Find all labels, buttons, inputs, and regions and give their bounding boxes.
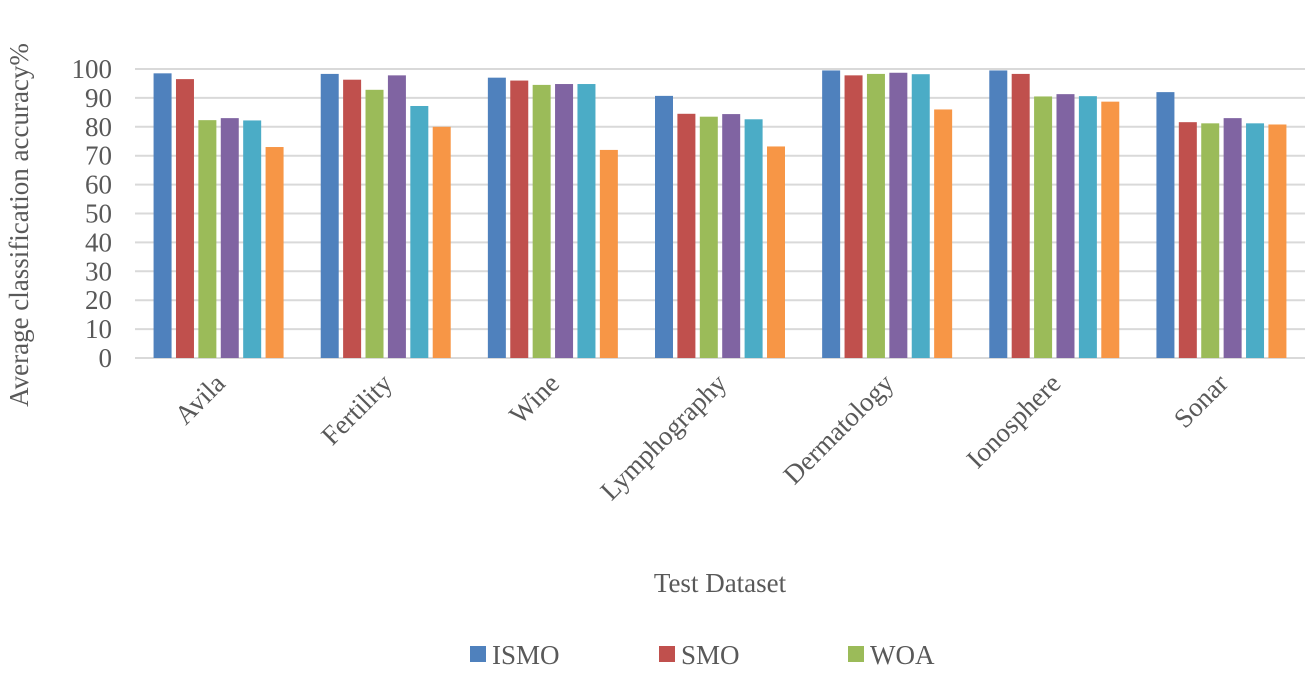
bar-ionosphere-series-4	[1056, 94, 1075, 358]
bar-sonar-woa	[1201, 123, 1220, 358]
bar-lymphography-series-5	[744, 119, 763, 358]
bar-fertility-smo	[343, 79, 362, 359]
x-tick-labels: Avila Fertility Wine Lymphography Dermatolog…	[169, 368, 1234, 506]
y-axis-label: Average classification accuracy%	[4, 43, 34, 407]
bar-sonar-series-5	[1246, 123, 1265, 358]
legend-swatch	[848, 646, 864, 662]
bar-dermatology-smo	[844, 75, 863, 358]
legend-swatch	[470, 646, 486, 662]
y-tick-label: 90	[85, 83, 112, 113]
bar-avila-ismo	[153, 73, 172, 359]
bar-sonar-ismo	[1156, 92, 1175, 359]
bar-dermatology-series-4	[889, 72, 908, 358]
bar-avila-series-4	[220, 118, 239, 358]
bar-dermatology-ismo	[822, 70, 841, 358]
legend-label: WOA	[870, 640, 935, 670]
x-axis-label: Test Dataset	[654, 568, 787, 598]
y-tick-label: 30	[85, 256, 112, 286]
bar-fertility-series-4	[387, 75, 406, 358]
bar-sonar-smo	[1178, 122, 1197, 359]
bar-ionosphere-ismo	[989, 70, 1008, 358]
bar-lymphography-woa	[699, 116, 718, 358]
legend-label: ISMO	[492, 640, 560, 670]
y-tick-label: 40	[85, 227, 112, 257]
bar-sonar-series-4	[1223, 118, 1242, 358]
bar-ionosphere-series-6	[1101, 101, 1120, 359]
bar-avila-woa	[198, 120, 217, 358]
bar-lymphography-smo	[677, 113, 696, 358]
bar-dermatology-series-5	[911, 74, 930, 359]
x-tick-label: Wine	[503, 368, 565, 430]
bar-fertility-ismo	[320, 73, 339, 359]
bar-wine-series-5	[577, 84, 596, 358]
bar-fertility-series-6	[432, 126, 451, 358]
y-tick-label: 100	[72, 54, 113, 84]
legend-label: SMO	[681, 640, 740, 670]
bar-wine-series-6	[599, 149, 618, 358]
x-tick-label: Dermatology	[777, 368, 899, 490]
x-tick-label: Sonar	[1168, 368, 1234, 434]
y-tick-label: 60	[85, 170, 112, 200]
bar-avila-smo	[175, 79, 194, 359]
bar-lymphography-ismo	[655, 95, 673, 358]
x-tick-label: Ionosphere	[960, 368, 1066, 474]
bar-ionosphere-smo	[1011, 73, 1030, 359]
bar-fertility-series-5	[410, 105, 429, 358]
bar-avila-series-5	[243, 120, 262, 358]
bar-ionosphere-series-5	[1078, 96, 1097, 358]
gridlines	[135, 68, 1305, 359]
y-tick-label: 20	[85, 285, 112, 315]
bars	[153, 70, 1287, 359]
bar-wine-woa	[532, 84, 551, 359]
legend-swatch	[659, 646, 675, 662]
x-tick-label: Avila	[169, 368, 231, 430]
legend: ISMO SMO WOA	[470, 640, 935, 670]
y-tick-label: 0	[99, 343, 113, 373]
y-tick-label: 70	[85, 141, 112, 171]
y-tick-label: 10	[85, 314, 112, 344]
bar-sonar-series-6	[1268, 124, 1287, 358]
x-tick-label: Lymphography	[594, 368, 732, 506]
x-tick-label: Fertility	[315, 368, 398, 451]
bar-dermatology-series-6	[934, 109, 953, 359]
bar-wine-ismo	[487, 77, 506, 359]
bar-lymphography-series-4	[722, 114, 741, 358]
bar-wine-smo	[510, 80, 529, 358]
bar-lymphography-series-6	[767, 146, 785, 358]
bar-wine-series-4	[555, 84, 574, 358]
bar-ionosphere-woa	[1034, 96, 1053, 358]
y-tick-label: 80	[85, 112, 112, 142]
y-tick-label: 50	[85, 199, 112, 229]
bar-avila-series-6	[265, 147, 284, 358]
bar-dermatology-woa	[866, 73, 885, 359]
bar-fertility-woa	[365, 89, 384, 359]
